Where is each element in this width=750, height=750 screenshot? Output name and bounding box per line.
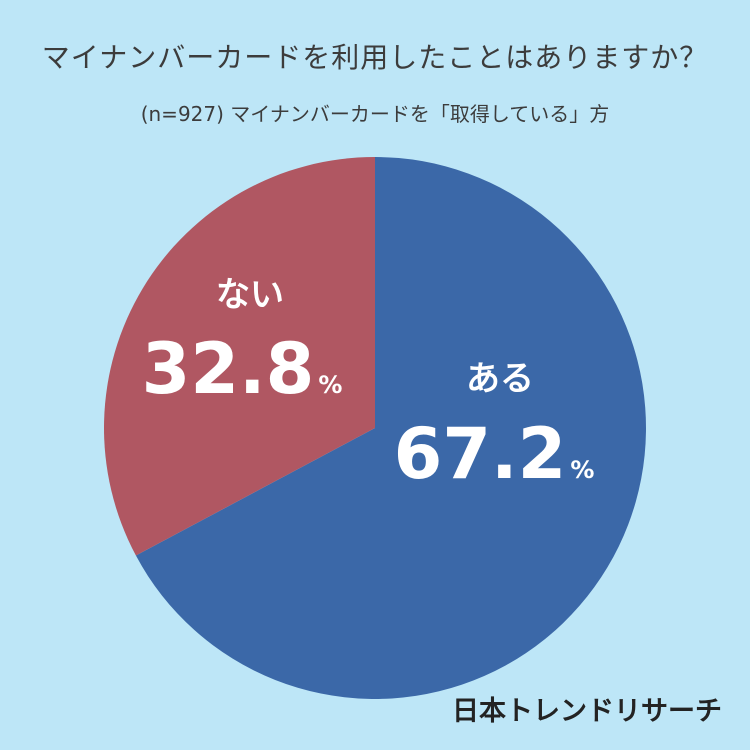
chart-subtitle: (n=927) マイナンバーカードを「取得している」方 xyxy=(140,102,610,126)
pie-slice-1 xyxy=(103,156,375,556)
slice-label-1: ない xyxy=(216,275,284,315)
chart-title: マイナンバーカードを利用したことはありますか？ xyxy=(41,41,709,74)
brand-logo: 日本トレンドリサーチ xyxy=(452,696,722,727)
slice-value-0: 67.2% xyxy=(394,413,595,495)
slice-value-1: 32.8% xyxy=(142,328,343,410)
slice-label-0: ある xyxy=(466,359,534,399)
pie-slice-0 xyxy=(135,157,647,699)
